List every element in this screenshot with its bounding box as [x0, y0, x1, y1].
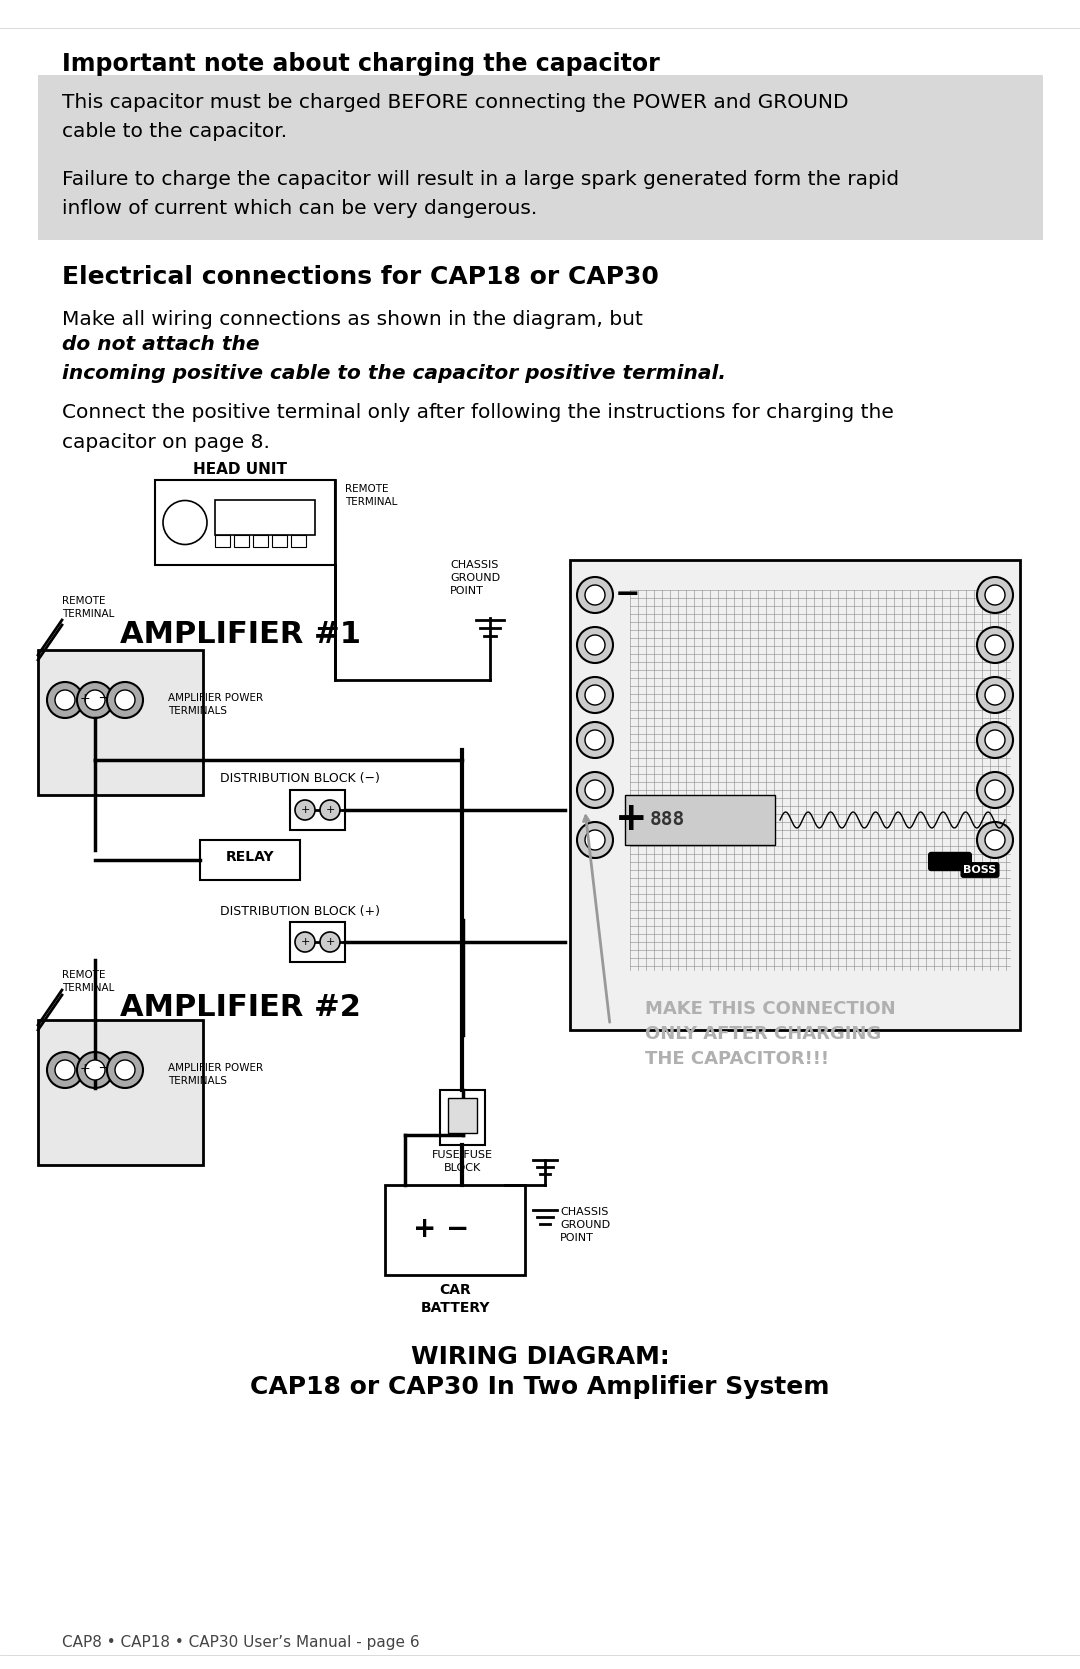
Text: RELAY: RELAY — [226, 850, 274, 865]
Text: Important note about charging the capacitor: Important note about charging the capaci… — [62, 52, 660, 77]
Circle shape — [577, 773, 613, 808]
Bar — [272, 536, 287, 547]
Text: +: + — [325, 936, 335, 946]
Circle shape — [977, 678, 1013, 713]
FancyBboxPatch shape — [38, 75, 1043, 240]
Text: AMPLIFIER #1: AMPLIFIER #1 — [120, 619, 361, 649]
Circle shape — [977, 723, 1013, 758]
Bar — [253, 536, 268, 547]
Text: AMPLIFIER POWER
TERMINALS: AMPLIFIER POWER TERMINALS — [168, 693, 264, 716]
Text: CAR
BATTERY: CAR BATTERY — [420, 1283, 489, 1315]
Circle shape — [55, 1060, 75, 1080]
Text: HEAD UNIT: HEAD UNIT — [193, 462, 287, 477]
Circle shape — [77, 683, 113, 718]
Bar — [440, 1090, 485, 1145]
Circle shape — [577, 678, 613, 713]
Text: +: + — [615, 799, 648, 838]
Text: + −: + − — [413, 1215, 469, 1243]
Bar — [625, 794, 775, 845]
Circle shape — [295, 799, 315, 819]
Circle shape — [985, 634, 1005, 654]
Circle shape — [77, 1051, 113, 1088]
Text: +: + — [300, 936, 310, 946]
Text: CAP8 • CAP18 • CAP30 User’s Manual - page 6: CAP8 • CAP18 • CAP30 User’s Manual - pag… — [62, 1636, 420, 1651]
Circle shape — [585, 829, 605, 850]
Text: Failure to charge the capacitor will result in a large spark generated form the : Failure to charge the capacitor will res… — [62, 170, 900, 219]
Bar — [570, 561, 1020, 1030]
Text: +: + — [300, 804, 310, 814]
Circle shape — [985, 586, 1005, 604]
Bar — [215, 501, 315, 536]
Circle shape — [85, 1060, 105, 1080]
Text: do not attach the
incoming positive cable to the capacitor positive terminal.: do not attach the incoming positive cabl… — [62, 335, 726, 382]
Circle shape — [585, 586, 605, 604]
Bar — [291, 536, 306, 547]
Bar — [156, 481, 335, 566]
Circle shape — [295, 931, 315, 951]
Text: CAP18 or CAP30 In Two Amplifier System: CAP18 or CAP30 In Two Amplifier System — [251, 1375, 829, 1399]
Text: CHASSIS
GROUND
POINT: CHASSIS GROUND POINT — [450, 561, 500, 596]
Circle shape — [48, 1051, 83, 1088]
Circle shape — [114, 1060, 135, 1080]
Text: +: + — [325, 804, 335, 814]
Text: MAKE THIS CONNECTION
ONLY AFTER CHARGING
THE CAPACITOR!!!: MAKE THIS CONNECTION ONLY AFTER CHARGING… — [645, 1000, 895, 1068]
Circle shape — [48, 683, 83, 718]
Circle shape — [977, 773, 1013, 808]
Text: REMOTE
TERMINAL: REMOTE TERMINAL — [345, 484, 397, 507]
Circle shape — [977, 823, 1013, 858]
Circle shape — [985, 729, 1005, 749]
Circle shape — [977, 628, 1013, 663]
Circle shape — [985, 829, 1005, 850]
Circle shape — [107, 683, 143, 718]
Bar — [448, 1098, 477, 1133]
Circle shape — [577, 723, 613, 758]
Circle shape — [577, 628, 613, 663]
Text: This capacitor must be charged BEFORE connecting the POWER and GROUND
cable to t: This capacitor must be charged BEFORE co… — [62, 93, 849, 142]
Circle shape — [163, 501, 207, 544]
Text: AMPLIFIER #2: AMPLIFIER #2 — [120, 993, 361, 1021]
Circle shape — [585, 684, 605, 704]
Text: BOSS: BOSS — [963, 865, 997, 875]
Bar — [38, 1020, 203, 1165]
Text: +  −: + − — [80, 1061, 109, 1075]
Bar — [384, 1185, 525, 1275]
Text: FUSE/FUSE
BLOCK: FUSE/FUSE BLOCK — [432, 1150, 492, 1173]
Text: +  −: + − — [80, 693, 109, 704]
Text: REMOTE
TERMINAL: REMOTE TERMINAL — [62, 970, 114, 993]
Circle shape — [55, 689, 75, 709]
Bar — [234, 536, 249, 547]
Circle shape — [585, 634, 605, 654]
Circle shape — [577, 823, 613, 858]
Text: CHASSIS
GROUND
POINT: CHASSIS GROUND POINT — [561, 1207, 610, 1243]
Text: 888: 888 — [650, 809, 685, 829]
Text: AMPLIFIER POWER
TERMINALS: AMPLIFIER POWER TERMINALS — [168, 1063, 264, 1087]
Text: Electrical connections for CAP18 or CAP30: Electrical connections for CAP18 or CAP3… — [62, 265, 659, 289]
Circle shape — [985, 779, 1005, 799]
Text: Make all wiring connections as shown in the diagram, but: Make all wiring connections as shown in … — [62, 310, 649, 329]
Bar — [291, 921, 345, 961]
Text: WIRING DIAGRAM:: WIRING DIAGRAM: — [410, 1345, 670, 1369]
Circle shape — [114, 689, 135, 709]
Text: DISTRIBUTION BLOCK (+): DISTRIBUTION BLOCK (+) — [220, 905, 380, 918]
Bar — [38, 649, 203, 794]
Bar — [200, 840, 300, 880]
Text: DISTRIBUTION BLOCK (−): DISTRIBUTION BLOCK (−) — [220, 773, 380, 784]
Circle shape — [85, 689, 105, 709]
Bar — [291, 789, 345, 829]
Text: Connect the positive terminal only after following the instructions for charging: Connect the positive terminal only after… — [62, 402, 894, 452]
Text: −: − — [615, 581, 640, 609]
Bar — [215, 536, 230, 547]
Circle shape — [585, 729, 605, 749]
Circle shape — [320, 931, 340, 951]
Circle shape — [577, 577, 613, 613]
Circle shape — [585, 779, 605, 799]
Text: REMOTE
TERMINAL: REMOTE TERMINAL — [62, 596, 114, 619]
Circle shape — [977, 577, 1013, 613]
Circle shape — [985, 684, 1005, 704]
Text: BOSS: BOSS — [931, 855, 969, 868]
Circle shape — [320, 799, 340, 819]
Circle shape — [107, 1051, 143, 1088]
